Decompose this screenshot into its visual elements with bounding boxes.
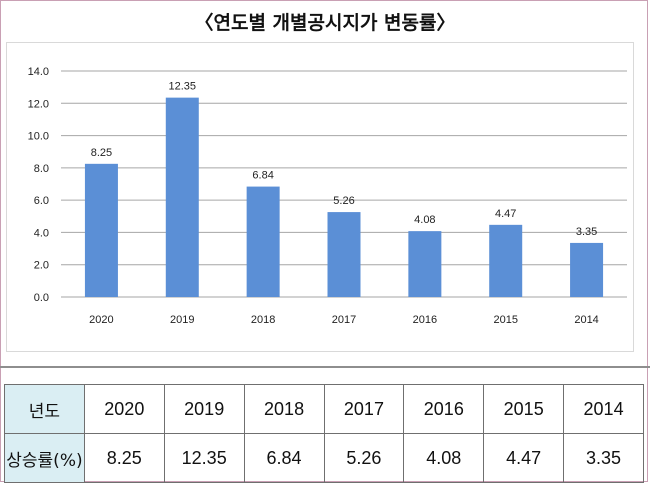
rate-cell: 3.35 bbox=[563, 433, 644, 483]
value-label: 3.35 bbox=[576, 226, 597, 238]
rate-cell: 5.26 bbox=[323, 433, 405, 483]
bar bbox=[165, 97, 199, 297]
category-label: 2017 bbox=[332, 314, 356, 326]
year-cell: 2017 bbox=[323, 384, 405, 434]
x-axis-categories: 2020 2019 2018 2017 2016 2015 2014 bbox=[89, 314, 599, 326]
value-label: 5.26 bbox=[333, 195, 354, 207]
year-header-cell: 년도 bbox=[4, 384, 85, 434]
grid-layer bbox=[61, 70, 627, 298]
category-label: 2014 bbox=[574, 314, 598, 326]
rate-cell: 12.35 bbox=[163, 433, 245, 483]
category-label: 2016 bbox=[413, 314, 437, 326]
y-tick-label: 8.0 bbox=[34, 163, 49, 175]
y-tick-label: 0.0 bbox=[34, 292, 49, 304]
year-cell: 2020 bbox=[83, 384, 165, 434]
category-label: 2020 bbox=[89, 314, 113, 326]
bar-chart: 0.0 2.0 4.0 6.0 8.0 10.0 12.0 14.0 8.25 12.35 6.8… bbox=[28, 66, 627, 326]
value-label: 4.08 bbox=[414, 214, 435, 226]
category-label: 2015 bbox=[493, 314, 517, 326]
year-cell: 2019 bbox=[163, 384, 245, 434]
rate-row: 상승률(%) 8.25 12.35 6.84 5.26 4.08 4.47 3.… bbox=[4, 433, 644, 483]
rate-table: 년도 2020 2019 2018 2017 2016 2015 2014 상승… bbox=[4, 384, 644, 483]
value-label: 12.35 bbox=[169, 81, 197, 93]
bar bbox=[489, 224, 523, 297]
y-tick-label: 10.0 bbox=[28, 131, 49, 143]
value-label: 4.47 bbox=[495, 208, 516, 220]
year-cell: 2014 bbox=[563, 384, 644, 434]
bar bbox=[327, 212, 361, 297]
category-label: 2018 bbox=[251, 314, 275, 326]
year-row: 년도 2020 2019 2018 2017 2016 2015 2014 bbox=[4, 384, 644, 434]
year-cell: 2016 bbox=[403, 384, 485, 434]
chart-area: 0.0 2.0 4.0 6.0 8.0 10.0 12.0 14.0 8.25 12.35 6.8… bbox=[6, 42, 634, 352]
bar bbox=[408, 231, 442, 297]
bars bbox=[84, 97, 604, 297]
value-label: 6.84 bbox=[252, 170, 273, 182]
y-tick-label: 12.0 bbox=[28, 98, 49, 110]
chart-title: 〈연도별 개별공시지가 변동률〉 bbox=[194, 12, 456, 34]
rate-cell: 4.47 bbox=[483, 433, 565, 483]
y-axis-ticks: 0.0 2.0 4.0 6.0 8.0 10.0 12.0 14.0 bbox=[28, 66, 49, 304]
rate-cell: 4.08 bbox=[403, 433, 485, 483]
y-tick-label: 6.0 bbox=[34, 195, 49, 207]
y-tick-label: 4.0 bbox=[34, 227, 49, 239]
year-cell: 2018 bbox=[243, 384, 325, 434]
category-label: 2019 bbox=[170, 314, 194, 326]
value-labels: 8.25 12.35 6.84 5.26 4.08 4.47 3.35 bbox=[91, 81, 598, 238]
bar bbox=[246, 186, 280, 297]
rate-cell: 8.25 bbox=[83, 433, 165, 483]
bar bbox=[570, 242, 604, 297]
rate-header-cell: 상승률(%) bbox=[4, 433, 85, 483]
y-tick-label: 2.0 bbox=[34, 260, 49, 272]
year-cell: 2015 bbox=[483, 384, 565, 434]
value-label: 8.25 bbox=[91, 147, 112, 159]
rate-cell: 6.84 bbox=[243, 433, 325, 483]
section-divider bbox=[0, 366, 650, 368]
y-tick-label: 14.0 bbox=[28, 66, 49, 78]
bar bbox=[84, 163, 118, 297]
